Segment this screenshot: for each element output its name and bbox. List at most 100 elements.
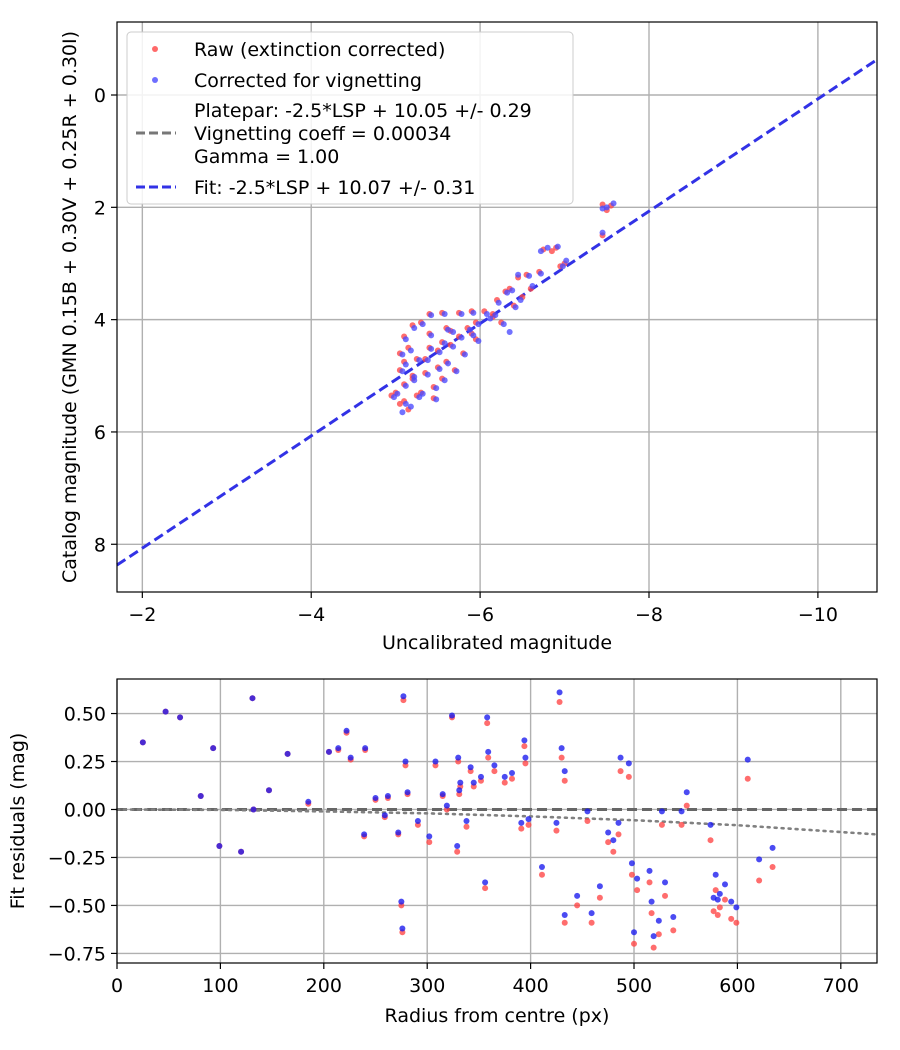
raw-point [617, 768, 624, 775]
x-tick-label: −6 [466, 604, 494, 626]
corrected-point [504, 289, 511, 296]
corrected-point [537, 270, 544, 277]
corrected-point [485, 748, 492, 755]
corrected-point [475, 337, 482, 344]
corrected-point [722, 881, 728, 888]
raw-point [482, 885, 489, 892]
raw-point [710, 908, 717, 915]
raw-point [716, 904, 723, 911]
corrected-point [491, 762, 498, 769]
corrected-point [381, 812, 388, 819]
raw-point [596, 894, 603, 901]
corrected-point [482, 879, 489, 886]
corrected-point [470, 779, 477, 786]
corrected-point [728, 898, 735, 905]
corrected-point [456, 787, 463, 794]
raw-point [678, 821, 685, 828]
corrected-point [756, 856, 763, 863]
corrected-point [400, 693, 407, 700]
corrected-point [484, 714, 491, 721]
corrected-point [561, 912, 568, 919]
corrected-point [372, 794, 379, 801]
raw-point [491, 768, 498, 775]
corrected-point [712, 871, 719, 878]
raw-point [574, 902, 581, 909]
corrected-point [588, 910, 595, 917]
corrected-point [441, 311, 448, 318]
corrected-point [558, 745, 565, 752]
raw-point [634, 887, 641, 894]
corrected-point [563, 257, 570, 264]
corrected-point [284, 750, 291, 757]
legend-corrected-marker [152, 77, 158, 83]
corrected-point [631, 929, 638, 936]
corrected-point [428, 312, 435, 319]
corrected-point [407, 347, 414, 354]
corrected-point [525, 816, 532, 823]
corrected-point [439, 791, 446, 798]
raw-point [605, 839, 612, 846]
corrected-point [419, 321, 426, 328]
corrected-point [343, 727, 350, 734]
corrected-point [584, 808, 591, 815]
corrected-point [197, 793, 204, 800]
corrected-point [487, 315, 494, 322]
legend-raw-marker [152, 46, 158, 52]
y-tick-label: 4 [94, 310, 106, 332]
raw-point [454, 848, 461, 855]
raw-point [658, 821, 665, 828]
corrected-point [266, 787, 272, 794]
raw-point [648, 910, 655, 917]
y-tick-label: 6 [94, 422, 106, 444]
corrected-residual-points [139, 689, 776, 940]
corrected-point [506, 328, 513, 335]
corrected-point [441, 377, 448, 384]
corrected-point [399, 409, 406, 416]
raw-point [521, 743, 528, 750]
corrected-point [509, 287, 516, 294]
x-tick-label: 700 [823, 975, 859, 997]
corrected-point [769, 844, 776, 851]
corrected-point [646, 867, 653, 874]
corrected-point [361, 831, 368, 838]
corrected-point [655, 917, 662, 924]
corrected-point [395, 829, 402, 836]
corrected-point [238, 848, 245, 855]
corrected-point [402, 336, 409, 343]
corrected-point [744, 756, 751, 763]
residuals-plot: 0 100 200 300 400 500 600 700 −0.75 −0.50 −0.25 0.… [7, 678, 879, 1027]
corrected-point [544, 244, 551, 251]
raw-point [707, 837, 714, 844]
raw-point [728, 915, 735, 922]
y-tick-label: −0.50 [48, 895, 106, 917]
raw-point [631, 940, 638, 947]
raw-point [756, 877, 763, 884]
raw-point [525, 821, 532, 828]
raw-point [548, 248, 555, 255]
corrected-point [526, 272, 533, 279]
corrected-point [670, 913, 677, 920]
raw-point [463, 823, 470, 830]
y-ticks: 0 2 4 6 8 [94, 85, 117, 556]
corrected-point [508, 770, 515, 777]
raw-point [628, 871, 635, 878]
raw-point [662, 892, 669, 899]
corrected-point [610, 200, 617, 207]
plot-frame [116, 21, 878, 593]
corrected-point [249, 695, 256, 702]
raw-point [553, 827, 560, 834]
raw-point [558, 754, 565, 761]
raw-point [769, 864, 776, 871]
corrected-point [428, 345, 435, 352]
y-tick-label: 0.25 [64, 752, 106, 774]
y-axis-label: Fit residuals (mag) [7, 733, 29, 910]
corrected-point [470, 309, 477, 316]
corrected-point [433, 385, 440, 392]
corrected-point [559, 263, 566, 270]
fit-lines [116, 58, 878, 567]
corrected-point [402, 400, 409, 407]
corrected-point [416, 394, 423, 401]
corrected-point [390, 394, 397, 401]
corrected-point [599, 229, 606, 236]
corrected-point [466, 326, 473, 333]
